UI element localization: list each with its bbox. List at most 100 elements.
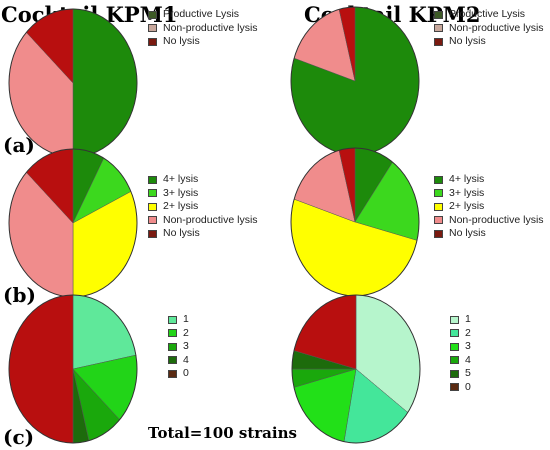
legend-swatch xyxy=(450,342,459,351)
pie-chart-a-kpm2 xyxy=(290,6,420,156)
legend-label: 3+ lysis xyxy=(163,186,199,199)
legend-item: 2 xyxy=(450,327,471,341)
legend-item: Non-productive lysis xyxy=(434,22,544,36)
legend-label: No lysis xyxy=(163,227,200,240)
legend-item: No lysis xyxy=(148,227,258,241)
legend-item: 4 xyxy=(450,354,471,368)
legend-swatch xyxy=(148,229,157,238)
legend-item: 4 xyxy=(168,354,189,368)
legend-label: 2 xyxy=(183,326,189,339)
legend-item: 3+ lysis xyxy=(434,187,544,201)
legend-swatch xyxy=(450,369,459,378)
legend-label: 4 xyxy=(465,353,471,366)
legend-label: 2+ lysis xyxy=(449,200,485,213)
legend-item: Productive Lysis xyxy=(148,8,258,22)
legend-label: 1 xyxy=(183,313,189,326)
legend-a-kpm1: Productive Lysis Non-productive lysis No l… xyxy=(148,8,258,49)
legend-swatch xyxy=(148,202,157,211)
legend-swatch xyxy=(148,10,157,19)
legend-swatch xyxy=(148,175,157,184)
pie-chart-b-kpm1 xyxy=(8,148,138,298)
legend-swatch xyxy=(168,342,177,351)
legend-label: No lysis xyxy=(449,35,486,48)
pie-slice-0 xyxy=(8,294,74,444)
legend-swatch xyxy=(148,24,157,33)
legend-label: 4+ lysis xyxy=(449,173,485,186)
legend-swatch xyxy=(434,24,443,33)
legend-b-kpm1: 4+ lysis 3+ lysis 2+ lysis Non-productive l… xyxy=(148,173,258,241)
legend-swatch xyxy=(450,356,459,365)
legend-swatch xyxy=(148,216,157,225)
legend-item: Non-productive lysis xyxy=(148,214,258,228)
legend-item: No lysis xyxy=(434,227,544,241)
legend-label: 3 xyxy=(465,340,471,353)
legend-item: 2+ lysis xyxy=(434,200,544,214)
panel-label-c: (c) xyxy=(3,425,35,449)
legend-swatch xyxy=(450,329,459,338)
legend-item: Non-productive lysis xyxy=(148,22,258,36)
legend-item: 1 xyxy=(450,313,471,327)
legend-item: 1 xyxy=(168,313,189,327)
legend-label: 3+ lysis xyxy=(449,186,485,199)
legend-label: No lysis xyxy=(163,35,200,48)
legend-item: Non-productive lysis xyxy=(434,214,544,228)
legend-swatch xyxy=(434,37,443,46)
legend-item: 5 xyxy=(450,367,471,381)
legend-swatch xyxy=(168,356,177,365)
legend-label: Productive Lysis xyxy=(163,8,240,21)
legend-label: 1 xyxy=(465,313,471,326)
total-strains-note: Total=100 strains xyxy=(148,424,297,442)
legend-item: 4+ lysis xyxy=(434,173,544,187)
legend-swatch xyxy=(434,216,443,225)
legend-swatch xyxy=(148,189,157,198)
pie-chart-c-kpm1 xyxy=(8,294,138,444)
legend-item: 3+ lysis xyxy=(148,187,258,201)
legend-swatch xyxy=(434,202,443,211)
legend-swatch xyxy=(168,315,177,324)
legend-label: 2+ lysis xyxy=(163,200,199,213)
pie-outline xyxy=(291,294,421,444)
legend-label: 4+ lysis xyxy=(163,173,199,186)
legend-swatch xyxy=(450,383,459,392)
legend-a-kpm2: Productive Lysis Non-productive lysis No l… xyxy=(434,8,544,49)
legend-label: 0 xyxy=(183,367,189,380)
legend-swatch xyxy=(450,315,459,324)
pie-slice-productive-lysis xyxy=(72,8,138,158)
legend-label: Non-productive lysis xyxy=(163,213,258,226)
legend-swatch xyxy=(434,175,443,184)
legend-item: 3 xyxy=(450,340,471,354)
legend-label: 5 xyxy=(465,367,471,380)
legend-swatch xyxy=(434,229,443,238)
legend-label: 2 xyxy=(465,326,471,339)
legend-item: 3 xyxy=(168,340,189,354)
legend-swatch xyxy=(434,189,443,198)
legend-item: Productive Lysis xyxy=(434,8,544,22)
legend-label: 3 xyxy=(183,340,189,353)
legend-label: 0 xyxy=(465,380,471,393)
legend-b-kpm2: 4+ lysis 3+ lysis 2+ lysis Non-productive l… xyxy=(434,173,544,241)
pie-chart-a-kpm1 xyxy=(8,8,138,158)
pie-chart-b-kpm2 xyxy=(290,147,420,297)
legend-item: 2+ lysis xyxy=(148,200,258,214)
legend-label: 4 xyxy=(183,353,189,366)
legend-swatch xyxy=(168,369,177,378)
pie-outline xyxy=(8,294,138,444)
legend-swatch xyxy=(168,329,177,338)
legend-item: 0 xyxy=(450,381,471,395)
legend-item: No lysis xyxy=(148,35,258,49)
legend-item: 0 xyxy=(168,367,189,381)
legend-swatch xyxy=(148,37,157,46)
legend-item: 4+ lysis xyxy=(148,173,258,187)
legend-item: 2 xyxy=(168,327,189,341)
legend-label: Non-productive lysis xyxy=(449,21,544,34)
pie-chart-c-kpm2 xyxy=(291,294,421,444)
legend-label: No lysis xyxy=(449,227,486,240)
legend-label: Non-productive lysis xyxy=(163,21,258,34)
panel-label-b: (b) xyxy=(3,283,36,307)
legend-label: Productive Lysis xyxy=(449,8,526,21)
legend-item: No lysis xyxy=(434,35,544,49)
legend-label: Non-productive lysis xyxy=(449,213,544,226)
legend-swatch xyxy=(434,10,443,19)
